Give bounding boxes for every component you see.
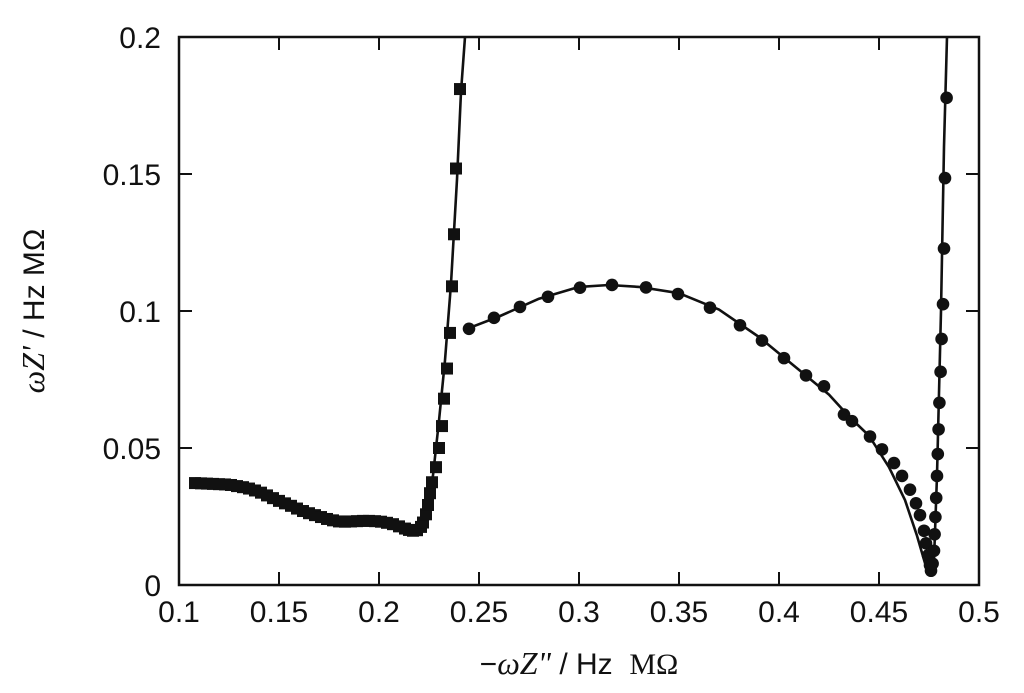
data-point-circle (937, 242, 951, 255)
data-point-circle (931, 447, 945, 461)
data-point-circle (903, 483, 917, 496)
y-tick-label: 0 (144, 570, 161, 603)
data-point-square (426, 476, 438, 489)
data-point-circle (733, 318, 747, 332)
data-point-square (454, 83, 466, 96)
x-axis-label-symbol: ωZ" (497, 645, 551, 681)
data-point-circle (671, 287, 685, 301)
data-point-circle (817, 380, 831, 393)
y-tick-label: 0.05 (103, 433, 161, 466)
data-point-circle (541, 290, 555, 304)
data-point-square (433, 442, 445, 454)
data-point-circle (932, 423, 945, 436)
data-point-circle (513, 300, 527, 314)
x-tick-label: 0.15 (250, 596, 308, 629)
x-tick-label: 0.5 (958, 596, 1000, 629)
x-tick-label: 0.35 (650, 596, 708, 629)
data-point-circle (573, 281, 587, 295)
data-point-circle (845, 414, 859, 428)
x-tick-label: 0.4 (758, 596, 800, 629)
data-point-square (446, 280, 458, 293)
data-point-circle (487, 311, 501, 325)
x-tick-labels: 0.1 0.15 0.2 0.25 0.3 0.35 0.4 0.45 0.5 (158, 596, 1000, 629)
y-tick-labels: 0 0.05 0.1 0.15 0.2 (103, 22, 161, 603)
data-point-circle (936, 297, 950, 311)
data-point-circle (929, 510, 942, 524)
y-axis-label-unit: / Hz MΩ (18, 229, 51, 346)
data-point-circle (938, 171, 952, 185)
data-point-square (424, 487, 436, 500)
data-point-circle (777, 351, 791, 365)
x-axis-label-unit: / Hz (551, 648, 629, 681)
y-tick-label: 0.15 (103, 159, 161, 192)
data-point-circle (935, 332, 948, 346)
data-point-square (436, 420, 448, 433)
data-point-circle (639, 281, 653, 294)
data-point-circle (917, 524, 931, 538)
data-point-circle (909, 497, 923, 510)
y-axis-label-symbol: ωZ' (15, 345, 51, 393)
data-point-circle (462, 322, 476, 336)
data-point-square (444, 326, 456, 339)
y-tick-label: 0.2 (119, 22, 161, 55)
x-axis-label-unit2: MΩ (629, 648, 678, 681)
series-square (189, 37, 467, 537)
x-tick-label: 0.2 (358, 596, 400, 629)
x-tick-label: 0.1 (158, 596, 200, 629)
data-point-circle (913, 508, 927, 522)
data-point-square (420, 508, 432, 521)
data-point-circle (933, 396, 946, 410)
data-point-circle (926, 557, 939, 570)
data-point-square (448, 228, 460, 241)
fit-line (194, 37, 467, 533)
x-tick-label: 0.25 (450, 596, 508, 629)
data-point-circle (895, 469, 909, 483)
data-point-circle (930, 469, 944, 483)
data-point-circle (919, 537, 933, 550)
y-axis-label: ωZ' / Hz MΩ (15, 229, 51, 394)
x-axis-label-prefix: − (480, 648, 498, 681)
plot-area (189, 37, 953, 578)
data-point-circle (928, 528, 941, 541)
y-tick-label: 0.1 (119, 296, 161, 329)
data-point-square (441, 362, 453, 375)
series-circle (462, 37, 953, 578)
data-point-circle (927, 544, 941, 558)
data-point-square (438, 392, 450, 405)
data-point-circle (875, 443, 889, 456)
data-point-square (430, 461, 442, 474)
data-point-circle (755, 334, 769, 347)
data-point-circle (799, 369, 813, 382)
data-point-circle (940, 91, 953, 105)
data-point-circle (605, 278, 619, 292)
x-axis-label: −ωZ" / Hz MΩ (480, 645, 679, 681)
x-tick-label: 0.45 (850, 596, 908, 629)
data-point-square (422, 498, 434, 511)
data-point-circle (934, 365, 947, 379)
axis-ticks (178, 36, 980, 586)
data-point-circle (863, 430, 877, 443)
x-tick-label: 0.3 (558, 596, 600, 629)
data-point-circle (887, 456, 901, 470)
data-point-circle (929, 491, 943, 505)
data-point-square (450, 162, 462, 175)
data-point-circle (703, 301, 717, 315)
